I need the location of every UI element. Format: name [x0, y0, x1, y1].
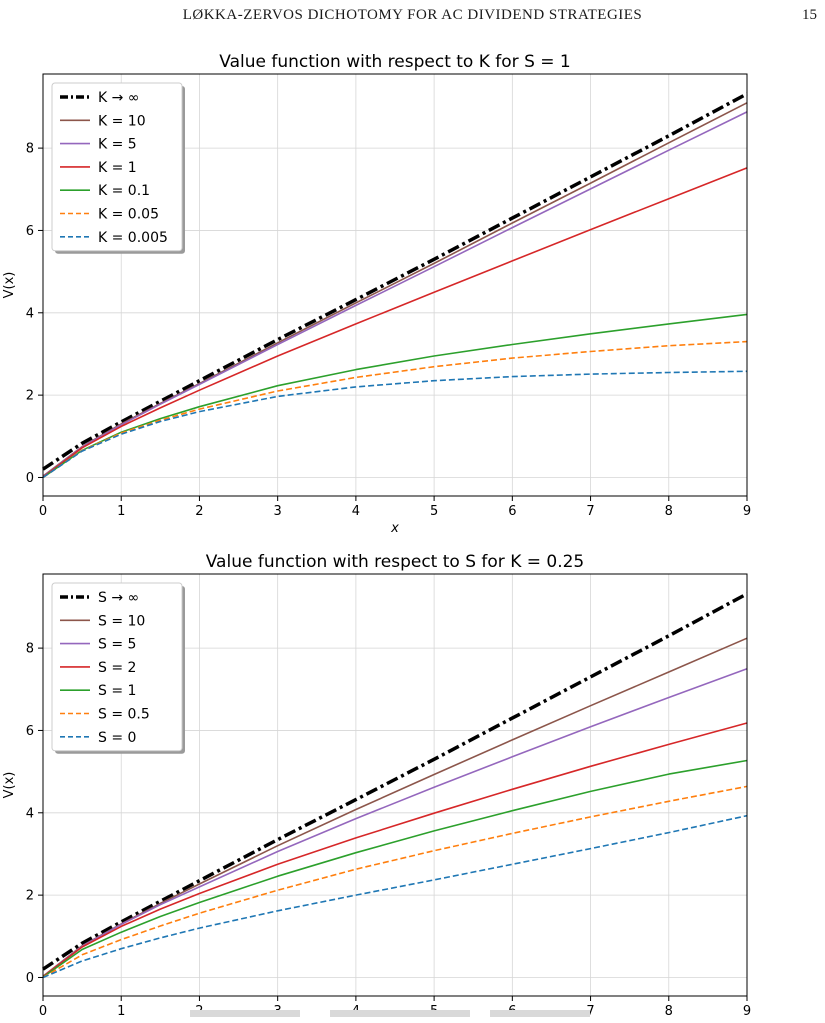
chart2-plot-frame — [42, 573, 748, 997]
chart1-series-line-3 — [42, 111, 748, 478]
chart1-series-line-4 — [42, 167, 748, 478]
chart2-x-tick-label: 8 — [665, 1004, 673, 1019]
chart1-legend-label-1: K → ∞ — [98, 90, 139, 106]
chart2-y-tick-label: 4 — [26, 806, 34, 821]
chart1-legend-label-6: K = 0.05 — [98, 207, 159, 223]
chart1-y-tick-label: 8 — [26, 142, 34, 157]
chart2-legend-label-3: S = 5 — [98, 637, 136, 653]
chart2-legend-label-4: S = 2 — [98, 660, 136, 676]
chart2-legend-label-5: S = 1 — [98, 683, 136, 699]
chart1-x-axis-title: x — [390, 521, 399, 536]
chart2-y-tick-label: 2 — [26, 889, 34, 904]
page-number: 15 — [802, 7, 817, 23]
chart1-x-tick-label: 9 — [743, 504, 751, 519]
chart1-x-tick-label: 0 — [39, 504, 47, 519]
chart2-series-line-5 — [42, 759, 748, 978]
chart1-y-axis-title: V(x) — [2, 272, 17, 299]
chart-top: 0 1 2 3 4 5 6 7 8 9 0 2 4 6 8 x V(x) Value function with … — [2, 52, 751, 536]
chart2-title: Value function with respect to S for K =… — [206, 552, 585, 572]
chart2-x-tick-label: 7 — [586, 1004, 594, 1019]
chart1-x-tick-label: 1 — [117, 504, 125, 519]
chart1-series-line-5 — [42, 313, 748, 479]
chart1-x-tick-label: 2 — [195, 504, 203, 519]
chart2-y-tick-label: 6 — [26, 724, 34, 739]
chart1-x-tick-label: 5 — [430, 504, 438, 519]
chart2-x-tick-label: 1 — [117, 1004, 125, 1019]
chart1-x-tick-label: 3 — [274, 504, 282, 519]
chart2-series-line-6 — [42, 785, 748, 979]
chart1-y-tick-label: 6 — [26, 224, 34, 239]
chart2-legend-label-7: S = 0 — [98, 730, 136, 746]
chart2-y-tick-label: 8 — [26, 642, 34, 657]
chart1-y-tick-label: 2 — [26, 389, 34, 404]
chart1-plot-frame — [42, 73, 748, 497]
chart1-legend-label-7: K = 0.005 — [98, 230, 168, 246]
chart1-series-line-7 — [42, 370, 748, 479]
chart2-y-tick-label: 0 — [26, 971, 34, 986]
chart2-legend-label-2: S = 10 — [98, 613, 145, 629]
chart1-legend-label-5: K = 0.1 — [98, 183, 150, 199]
chart1-legend-label-3: K = 5 — [98, 137, 137, 153]
chart1-y-tick-label: 4 — [26, 306, 34, 321]
chart1-title: Value function with respect to K for S =… — [219, 52, 570, 72]
running-title: LØKKA-ZERVOS DICHOTOMY FOR AC DIVIDEND S… — [182, 7, 643, 23]
chart1-x-tick-label: 7 — [586, 504, 594, 519]
chart2-legend-box — [51, 582, 183, 752]
chart2-legend-label-1: S → ∞ — [98, 590, 139, 606]
chart2-legend-label-6: S = 0.5 — [98, 707, 150, 723]
chart1-legend-label-2: K = 10 — [98, 113, 146, 129]
chart2-series-line-3 — [42, 667, 748, 978]
chart2-series-line-7 — [42, 814, 748, 979]
chart2-x-tick-label: 9 — [743, 1004, 751, 1019]
chart1-x-tick-label: 6 — [508, 504, 516, 519]
chart1-legend-label-4: K = 1 — [98, 160, 137, 176]
chart1-x-tick-label: 4 — [352, 504, 360, 519]
chart2-x-tick-label: 0 — [39, 1004, 47, 1019]
chart1-series-line-6 — [42, 340, 748, 479]
chart1-x-tick-label: 8 — [665, 504, 673, 519]
chart2-y-axis-title: V(x) — [2, 772, 17, 799]
chart2-series-line-4 — [42, 722, 748, 978]
figure-caption-fragment — [190, 1004, 690, 1019]
chart1-legend-box — [51, 82, 183, 252]
chart1-y-tick-label: 0 — [26, 471, 34, 486]
running-head: LØKKA-ZERVOS DICHOTOMY FOR AC DIVIDEND S… — [0, 0, 825, 40]
